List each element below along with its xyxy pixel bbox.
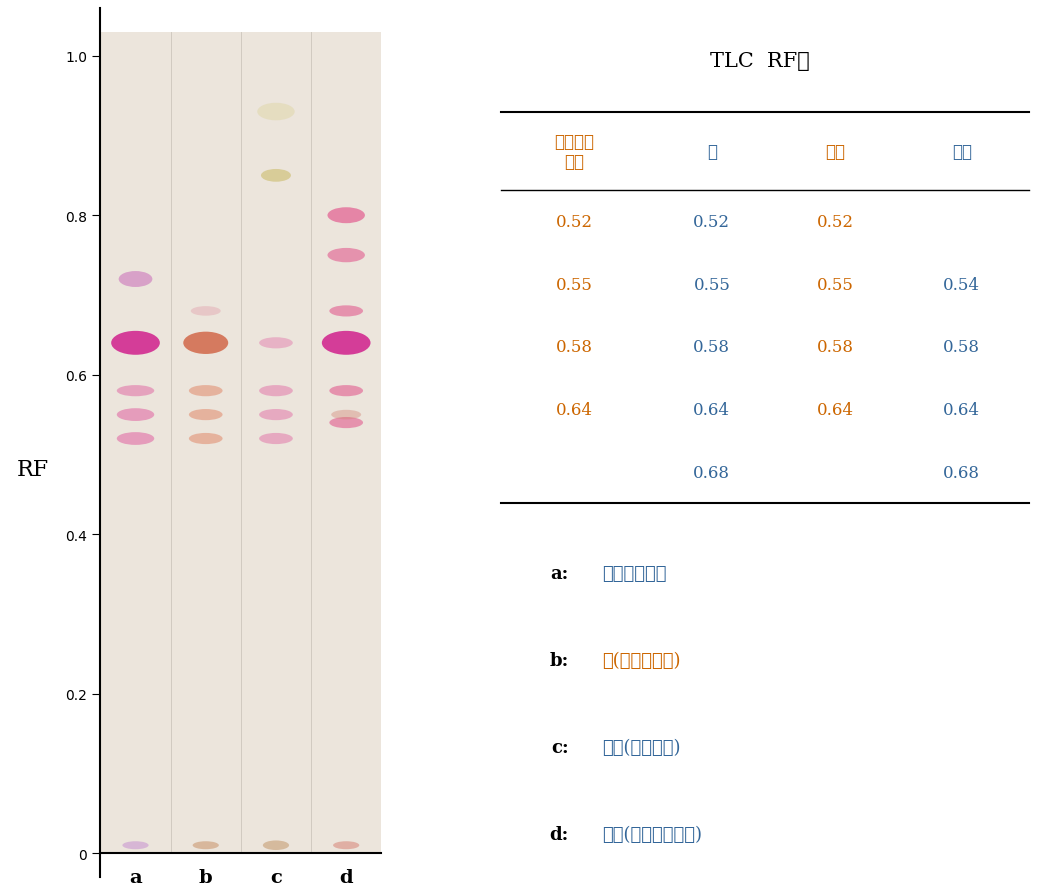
Ellipse shape	[189, 433, 223, 445]
Text: 0.64: 0.64	[694, 401, 730, 418]
Text: TLC  RF값: TLC RF값	[709, 52, 809, 71]
Ellipse shape	[329, 417, 363, 429]
Text: 적양배추
색소: 적양배추 색소	[554, 134, 594, 170]
Text: 적양배추색소: 적양배추색소	[602, 564, 666, 582]
Text: 음료: 음료	[952, 144, 972, 160]
Ellipse shape	[183, 332, 228, 354]
Text: d:: d:	[550, 825, 569, 843]
Ellipse shape	[189, 385, 223, 397]
Ellipse shape	[328, 208, 365, 224]
Ellipse shape	[189, 409, 223, 421]
Text: 0.55: 0.55	[556, 276, 593, 293]
Text: b:: b:	[550, 651, 569, 669]
Text: 0.58: 0.58	[694, 339, 730, 356]
Text: 0.58: 0.58	[556, 339, 593, 356]
Text: 0.55: 0.55	[694, 276, 730, 293]
Ellipse shape	[329, 385, 363, 397]
Text: 0.68: 0.68	[944, 464, 981, 481]
Ellipse shape	[257, 104, 294, 121]
Text: 0.64: 0.64	[944, 401, 981, 418]
Ellipse shape	[333, 842, 359, 850]
Ellipse shape	[117, 385, 154, 397]
Ellipse shape	[192, 842, 219, 850]
Text: c:: c:	[551, 738, 569, 756]
Text: c: c	[270, 867, 282, 886]
Bar	[101, 33, 382, 853]
Ellipse shape	[119, 272, 152, 288]
Ellipse shape	[260, 338, 293, 349]
Ellipse shape	[322, 331, 371, 355]
Ellipse shape	[328, 249, 365, 263]
Ellipse shape	[329, 306, 363, 317]
Text: 0.64: 0.64	[556, 401, 593, 418]
Ellipse shape	[260, 409, 293, 421]
Text: 0.54: 0.54	[944, 276, 981, 293]
Ellipse shape	[191, 307, 221, 316]
Text: 빵: 빵	[707, 144, 717, 160]
Text: 0.58: 0.58	[944, 339, 981, 356]
Text: 음료(써니텐포도향): 음료(써니텐포도향)	[602, 825, 702, 843]
Ellipse shape	[331, 410, 362, 420]
Text: 캔디(종합젤리): 캔디(종합젤리)	[602, 738, 681, 756]
Ellipse shape	[263, 841, 289, 850]
Text: a:: a:	[551, 564, 569, 582]
Text: RF: RF	[17, 458, 49, 480]
Text: 0.52: 0.52	[817, 214, 853, 231]
Ellipse shape	[260, 433, 293, 445]
Text: d: d	[339, 867, 353, 886]
Text: 0.52: 0.52	[556, 214, 593, 231]
Ellipse shape	[117, 432, 154, 446]
Ellipse shape	[117, 408, 154, 422]
Text: 캔디: 캔디	[825, 144, 845, 160]
Ellipse shape	[122, 842, 148, 850]
Text: 0.68: 0.68	[694, 464, 730, 481]
Text: 0.64: 0.64	[817, 401, 853, 418]
Text: a: a	[129, 867, 142, 886]
Text: b: b	[199, 867, 212, 886]
Text: 빵(수가쌀도넛): 빵(수가쌀도넛)	[602, 651, 681, 669]
Ellipse shape	[261, 170, 291, 183]
Ellipse shape	[260, 385, 293, 397]
Text: 0.52: 0.52	[694, 214, 730, 231]
Text: 0.55: 0.55	[817, 276, 853, 293]
Text: 0.58: 0.58	[817, 339, 853, 356]
Ellipse shape	[111, 331, 160, 355]
